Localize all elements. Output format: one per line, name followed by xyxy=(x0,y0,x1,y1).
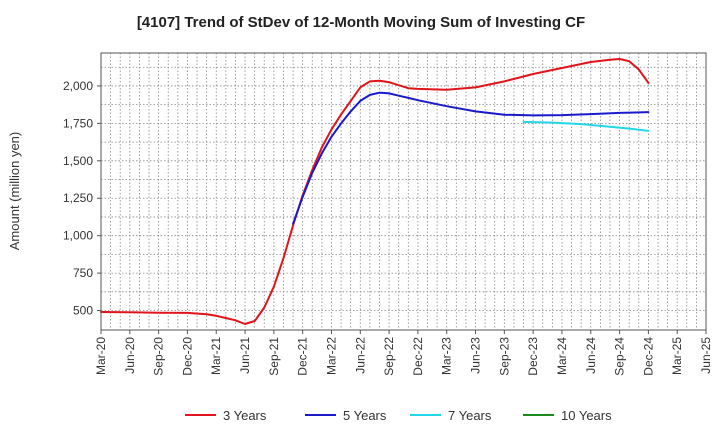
series-line-5-years xyxy=(292,91,650,225)
x-tick-label: Sep-20 xyxy=(152,337,166,376)
legend-label: 7 Years xyxy=(448,408,492,423)
y-axis-label: Amount (million yen) xyxy=(7,132,22,251)
y-axis-ticks: 500 750 1,000 1,250 1,500 1,750 2,000 xyxy=(63,79,101,318)
y-tick-label: 1,000 xyxy=(63,229,93,243)
y-tick-label: 1,750 xyxy=(63,116,93,130)
x-tick-label: Jun-21 xyxy=(238,337,252,374)
x-tick-label: Mar-20 xyxy=(94,337,108,375)
plot-frame xyxy=(100,52,707,331)
series-line-7-years xyxy=(522,120,650,132)
x-tick-label: Dec-23 xyxy=(526,337,540,376)
x-tick-label: Mar-23 xyxy=(440,337,454,375)
x-tick-label: Dec-20 xyxy=(180,337,194,376)
x-tick-label: Sep-21 xyxy=(267,337,281,376)
x-tick-label: Jun-25 xyxy=(699,337,713,374)
y-tick-label: 1,500 xyxy=(63,154,93,168)
x-tick-label: Dec-21 xyxy=(296,337,310,376)
legend-label: 5 Years xyxy=(343,408,387,423)
x-tick-label: Mar-24 xyxy=(555,337,569,375)
x-tick-label: Jun-22 xyxy=(353,337,367,374)
x-tick-label: Mar-22 xyxy=(324,337,338,375)
legend-label: 10 Years xyxy=(561,408,612,423)
x-tick-label: Mar-21 xyxy=(209,337,223,375)
x-tick-label: Sep-24 xyxy=(613,337,627,376)
x-tick-label: Sep-23 xyxy=(497,337,511,376)
x-tick-label: Jun-23 xyxy=(469,337,483,374)
x-tick-label: Dec-22 xyxy=(411,337,425,376)
plot-area xyxy=(101,53,706,330)
series-lines xyxy=(100,58,650,325)
x-tick-label: Dec-24 xyxy=(641,337,655,376)
x-tick-label: Jun-20 xyxy=(123,337,137,374)
chart-title: [4107] Trend of StDev of 12-Month Moving… xyxy=(137,14,585,31)
x-tick-label: Jun-24 xyxy=(584,337,598,374)
x-axis-ticks: Mar-20 Jun-20 Sep-20 Dec-20 Mar-21 Jun-21 Sep-… xyxy=(94,330,713,376)
y-tick-label: 2,000 xyxy=(63,79,93,93)
legend: 3 Years 5 Years 7 Years 10 Years xyxy=(185,408,612,423)
series-line-3-years xyxy=(100,58,650,325)
x-tick-label: Sep-22 xyxy=(382,337,396,376)
y-tick-label: 750 xyxy=(73,266,93,280)
y-tick-label: 1,250 xyxy=(63,191,93,205)
y-tick-label: 500 xyxy=(73,304,93,318)
legend-label: 3 Years xyxy=(223,408,267,423)
x-tick-label: Mar-25 xyxy=(670,337,684,375)
